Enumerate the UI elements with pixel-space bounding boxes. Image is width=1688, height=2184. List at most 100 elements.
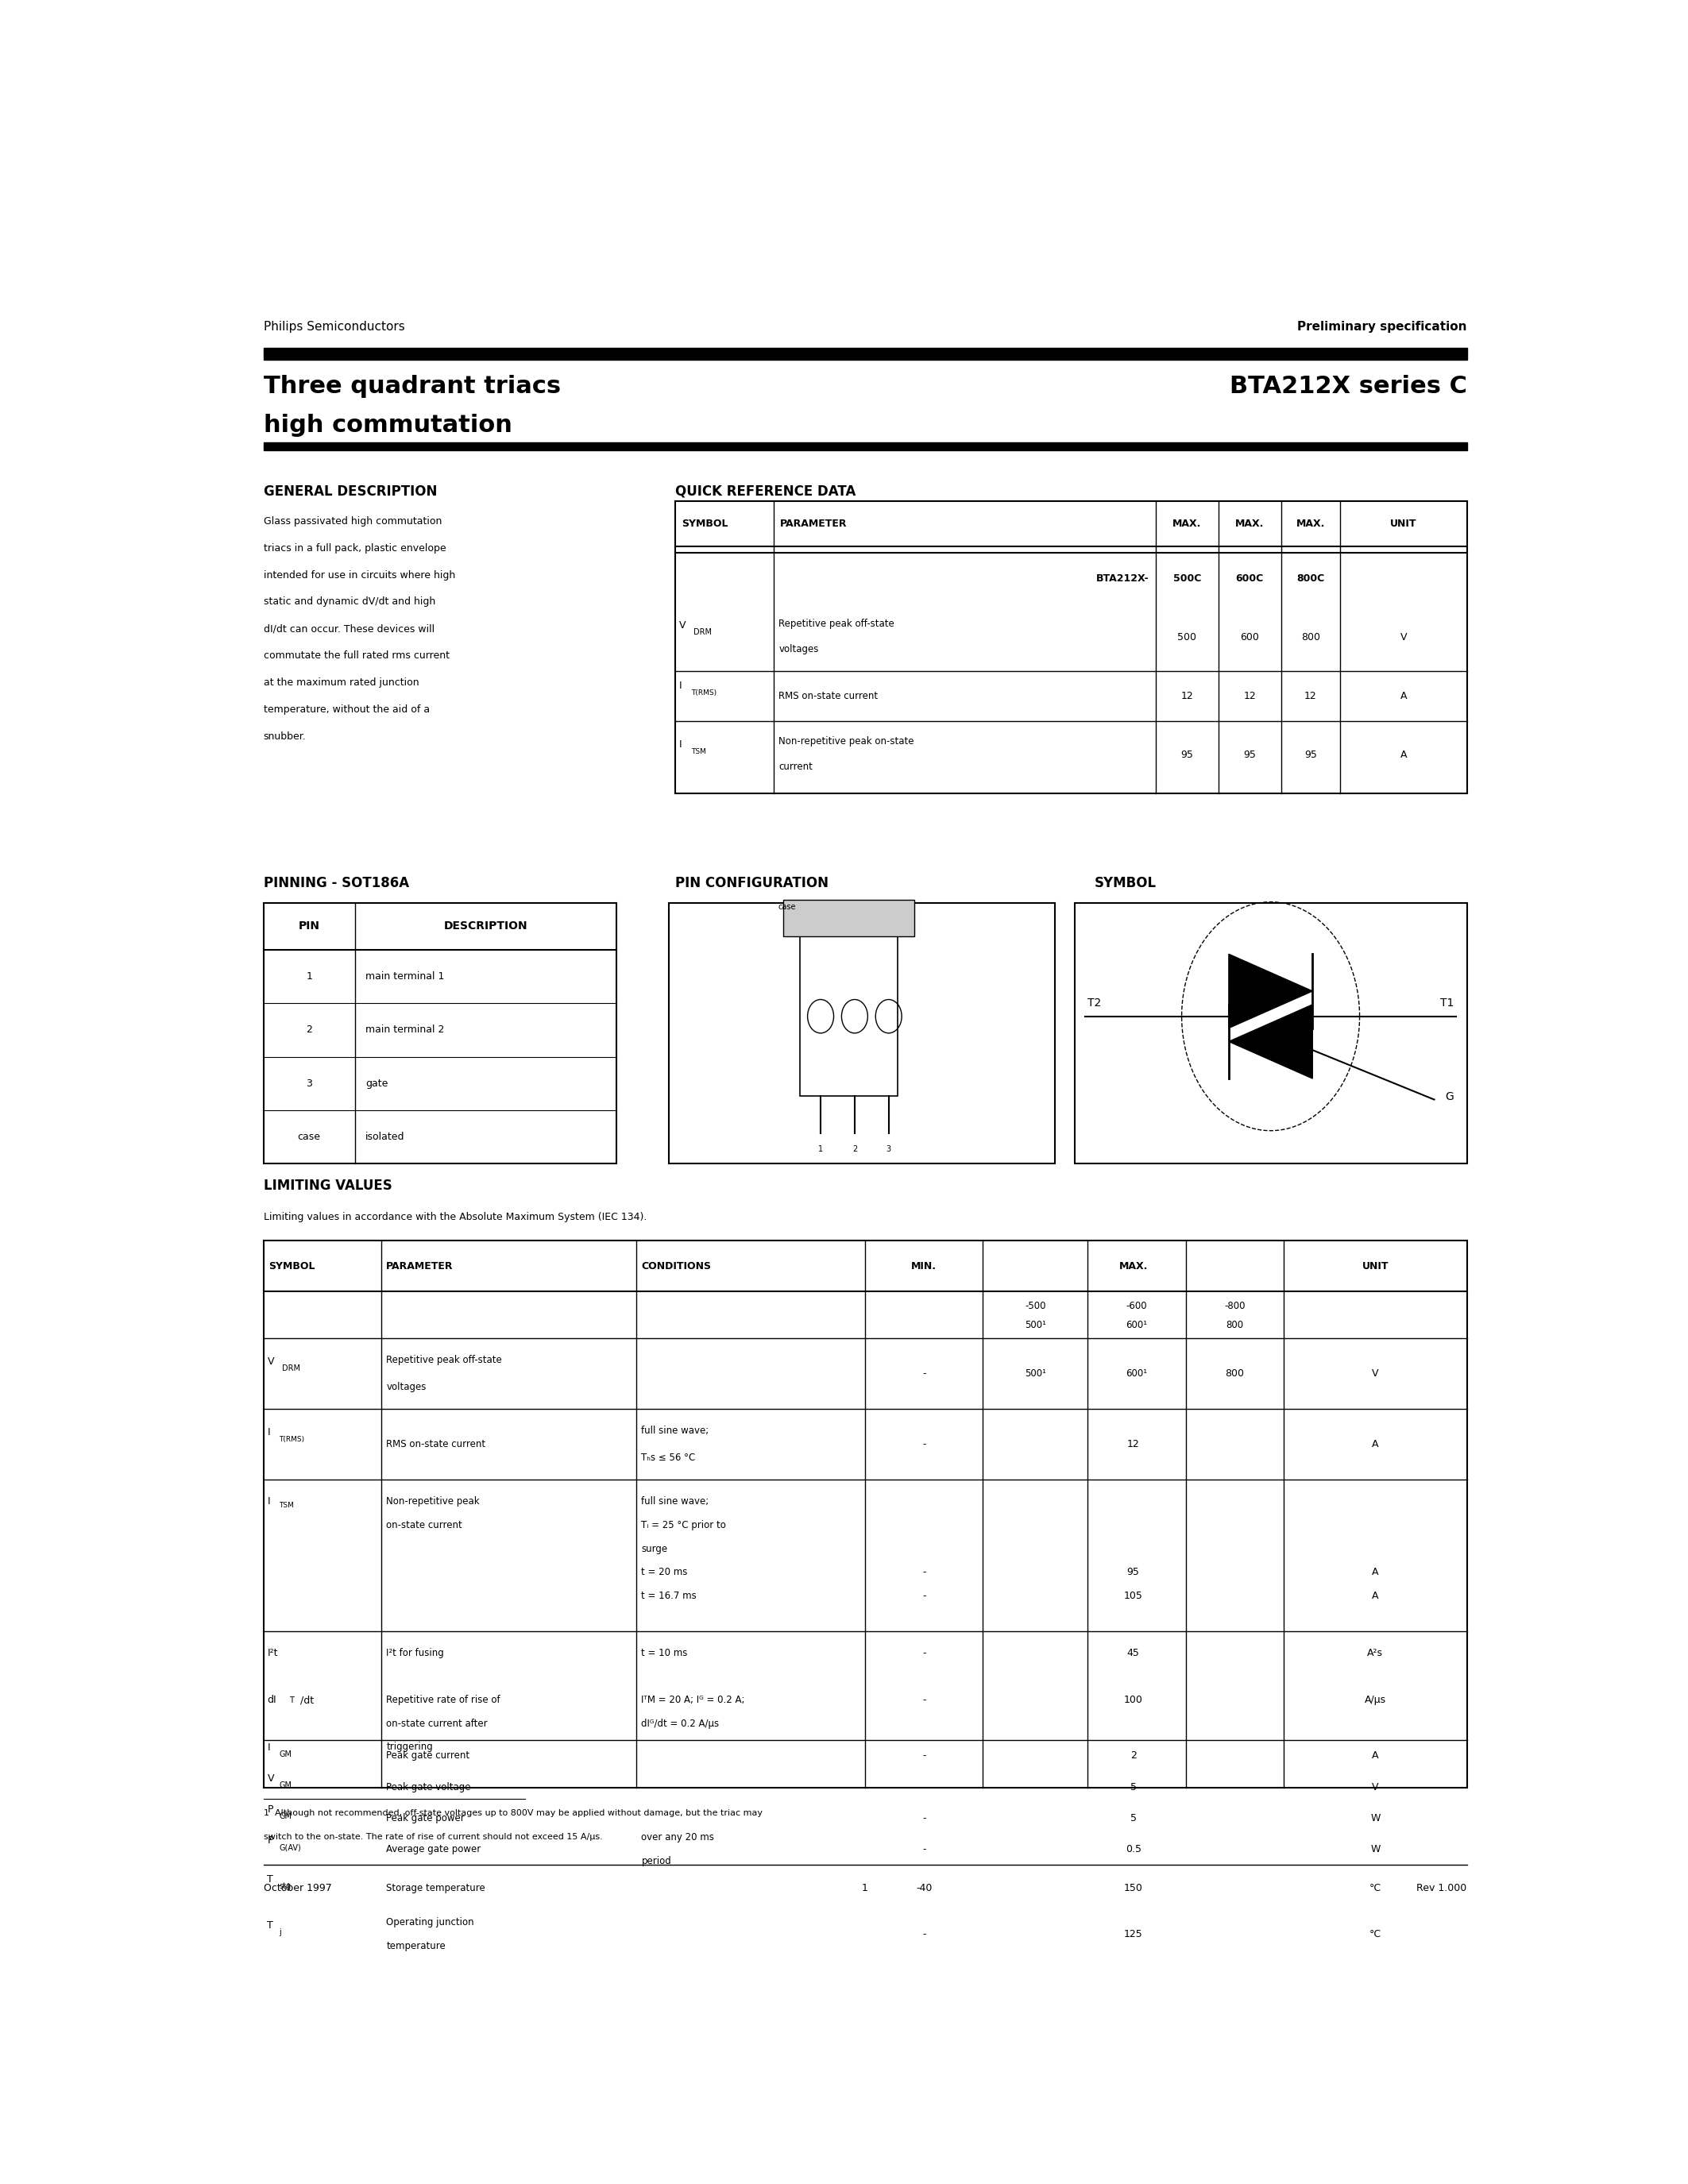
Text: 5: 5 — [1129, 1782, 1136, 1793]
Text: A: A — [1372, 1439, 1379, 1450]
Text: intended for use in circuits where high: intended for use in circuits where high — [263, 570, 456, 581]
Text: PARAMETER: PARAMETER — [387, 1260, 454, 1271]
Text: 12: 12 — [1180, 690, 1193, 701]
Bar — [263, 347, 1467, 360]
Text: 800: 800 — [1301, 631, 1320, 642]
Text: 1  Although not recommended, off-state voltages up to 800V may be applied withou: 1 Although not recommended, off-state vo… — [263, 1808, 763, 1817]
Text: 150: 150 — [1124, 1883, 1143, 1894]
Text: 1: 1 — [819, 1144, 824, 1153]
Text: high commutation: high commutation — [263, 413, 511, 437]
Text: Storage temperature: Storage temperature — [387, 1883, 486, 1894]
Text: 800: 800 — [1225, 1319, 1244, 1330]
Text: I: I — [267, 1428, 270, 1437]
Text: -: - — [922, 1695, 925, 1706]
Text: -: - — [922, 1843, 925, 1854]
Text: PIN: PIN — [299, 922, 319, 933]
Text: -: - — [922, 1647, 925, 1658]
Text: snubber.: snubber. — [263, 732, 306, 743]
Text: W: W — [1371, 1843, 1381, 1854]
Text: main terminal 2: main terminal 2 — [365, 1024, 444, 1035]
Text: I: I — [679, 681, 682, 690]
Text: °C: °C — [1369, 1883, 1381, 1894]
Text: UNIT: UNIT — [1391, 518, 1416, 529]
Text: full sine wave;: full sine wave; — [641, 1426, 709, 1437]
Text: 95: 95 — [1305, 749, 1317, 760]
Text: V: V — [1372, 1369, 1379, 1378]
Text: A: A — [1399, 749, 1406, 760]
Text: DESCRIPTION: DESCRIPTION — [444, 922, 528, 933]
Text: at the maximum rated junction: at the maximum rated junction — [263, 677, 419, 688]
Text: isolated: isolated — [365, 1131, 405, 1142]
Text: 100: 100 — [1124, 1695, 1143, 1706]
Text: A: A — [1372, 1568, 1379, 1577]
Text: j: j — [279, 1928, 282, 1937]
Text: -: - — [922, 1568, 925, 1577]
Text: I: I — [267, 1743, 270, 1752]
Text: CONDITIONS: CONDITIONS — [641, 1260, 711, 1271]
Text: MAX.: MAX. — [1119, 1260, 1148, 1271]
Text: 800C: 800C — [1296, 572, 1325, 583]
Text: T: T — [267, 1874, 273, 1885]
Text: case: case — [778, 902, 795, 911]
Text: BTA212X-: BTA212X- — [1096, 572, 1150, 583]
Text: Tᵢ = 25 °C prior to: Tᵢ = 25 °C prior to — [641, 1520, 726, 1531]
Text: MIN.: MIN. — [912, 1260, 937, 1271]
Text: on-state current after: on-state current after — [387, 1719, 488, 1730]
Text: Preliminary specification: Preliminary specification — [1298, 321, 1467, 332]
Text: temperature, without the aid of a: temperature, without the aid of a — [263, 705, 429, 714]
Text: Rev 1.000: Rev 1.000 — [1416, 1883, 1467, 1894]
Text: V: V — [679, 620, 685, 631]
Bar — [783, 900, 915, 937]
Text: V: V — [267, 1773, 273, 1784]
Text: Repetitive peak off-state: Repetitive peak off-state — [778, 618, 895, 629]
Text: -500: -500 — [1025, 1302, 1045, 1313]
Text: W: W — [1371, 1813, 1381, 1824]
Text: -800: -800 — [1224, 1302, 1246, 1313]
Text: I²t for fusing: I²t for fusing — [387, 1647, 444, 1658]
Text: Peak gate power: Peak gate power — [387, 1813, 464, 1824]
Text: stg: stg — [279, 1883, 290, 1889]
Bar — [1075, 902, 1467, 1164]
Text: A²s: A²s — [1367, 1647, 1382, 1658]
Text: 2: 2 — [852, 1144, 858, 1153]
Text: static and dynamic dV/dt and high: static and dynamic dV/dt and high — [263, 596, 436, 607]
Text: 1: 1 — [306, 972, 312, 983]
Text: TSM: TSM — [279, 1500, 294, 1509]
Bar — [263, 902, 616, 1164]
Text: surge: surge — [641, 1544, 668, 1553]
Text: 12: 12 — [1244, 690, 1256, 701]
Text: A: A — [1372, 1590, 1379, 1601]
Text: 12: 12 — [1305, 690, 1317, 701]
Text: T(RMS): T(RMS) — [690, 688, 717, 697]
Text: case: case — [297, 1131, 321, 1142]
Text: Tₕs ≤ 56 °C: Tₕs ≤ 56 °C — [641, 1452, 695, 1463]
Text: 125: 125 — [1124, 1928, 1143, 1939]
Bar — [668, 902, 1055, 1164]
Text: Repetitive peak off-state: Repetitive peak off-state — [387, 1354, 501, 1365]
Text: 95: 95 — [1128, 1568, 1139, 1577]
Text: V: V — [1399, 631, 1406, 642]
Text: -: - — [922, 1369, 925, 1378]
Text: P: P — [267, 1835, 273, 1845]
Text: 2: 2 — [1131, 1752, 1136, 1760]
Text: GENERAL DESCRIPTION: GENERAL DESCRIPTION — [263, 485, 437, 498]
Text: switch to the on-state. The rate of rise of current should not exceed 15 A/μs.: switch to the on-state. The rate of rise… — [263, 1832, 603, 1841]
Text: T: T — [290, 1697, 294, 1704]
Text: 500¹: 500¹ — [1025, 1319, 1047, 1330]
Text: on-state current: on-state current — [387, 1520, 463, 1531]
Text: G(AV): G(AV) — [279, 1843, 300, 1852]
Text: 2: 2 — [306, 1024, 312, 1035]
Text: 1: 1 — [863, 1883, 868, 1894]
Text: RMS on-state current: RMS on-state current — [387, 1439, 486, 1450]
Text: T: T — [267, 1920, 273, 1931]
Text: Three quadrant triacs: Three quadrant triacs — [263, 376, 560, 397]
Text: 95: 95 — [1180, 749, 1193, 760]
Text: t = 20 ms: t = 20 ms — [641, 1568, 687, 1577]
Text: °C: °C — [1369, 1928, 1381, 1939]
Text: 500C: 500C — [1173, 572, 1200, 583]
Text: -600: -600 — [1126, 1302, 1148, 1313]
Text: Non-repetitive peak on-state: Non-repetitive peak on-state — [778, 736, 915, 747]
Text: Non-repetitive peak: Non-repetitive peak — [387, 1496, 479, 1507]
Text: gate: gate — [365, 1079, 388, 1088]
Text: 45: 45 — [1128, 1647, 1139, 1658]
